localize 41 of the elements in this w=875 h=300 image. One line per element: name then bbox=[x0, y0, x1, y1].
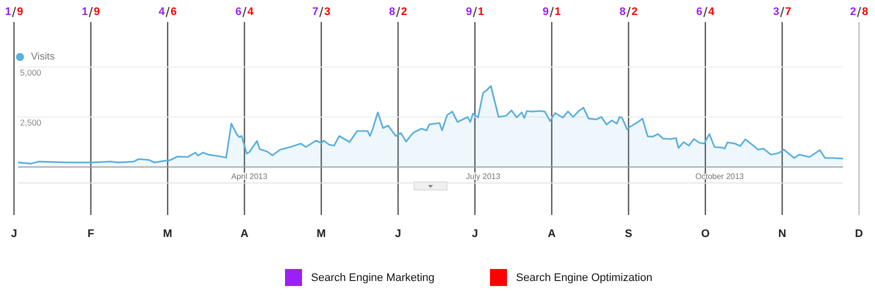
category-label: J bbox=[472, 228, 478, 240]
category-label: J bbox=[395, 228, 402, 240]
category-label: N bbox=[778, 228, 786, 240]
legend-label: Visits bbox=[31, 52, 55, 63]
category-label: M bbox=[316, 228, 326, 240]
category-label: J bbox=[10, 228, 18, 240]
data-label: 2 bbox=[401, 6, 408, 18]
data-label: 2 bbox=[631, 6, 638, 18]
category-label: D bbox=[855, 228, 864, 240]
category-label: O bbox=[701, 228, 710, 240]
data-label: 1 bbox=[4, 6, 12, 18]
legend-label: Search Engine Optimization bbox=[516, 272, 652, 284]
data-label: 9 bbox=[16, 6, 24, 18]
data-label: 8 bbox=[619, 6, 626, 18]
data-label: 6 bbox=[696, 6, 702, 18]
data-label: 8 bbox=[862, 6, 868, 18]
data-label: 1 bbox=[82, 6, 88, 18]
category-label: S bbox=[624, 228, 632, 240]
data-label: 7 bbox=[312, 6, 318, 18]
data-label: 1 bbox=[478, 6, 484, 18]
data-label: 4 bbox=[158, 6, 166, 18]
data-label: 3 bbox=[324, 6, 330, 18]
category-label: A bbox=[240, 228, 248, 240]
data-label: 1 bbox=[554, 6, 561, 18]
data-label: 4 bbox=[247, 6, 254, 18]
legend-label: Search Engine Marketing bbox=[311, 272, 435, 284]
data-label: 9 bbox=[466, 6, 472, 18]
category-label: A bbox=[548, 228, 556, 240]
data-label: 4 bbox=[708, 6, 716, 18]
y-tick-label: 5,000 bbox=[20, 67, 42, 78]
data-label: 6 bbox=[170, 6, 177, 18]
data-label: 6 bbox=[235, 6, 242, 18]
data-label: 8 bbox=[389, 6, 396, 18]
category-label: F bbox=[87, 228, 94, 240]
data-label: 7 bbox=[785, 6, 792, 18]
y-tick-label: 2,500 bbox=[20, 117, 42, 128]
category-label: M bbox=[163, 228, 172, 240]
data-label: 9 bbox=[94, 6, 100, 18]
data-label: 2 bbox=[850, 6, 856, 18]
data-label: 3 bbox=[773, 6, 780, 18]
data-label: 9 bbox=[542, 6, 549, 18]
